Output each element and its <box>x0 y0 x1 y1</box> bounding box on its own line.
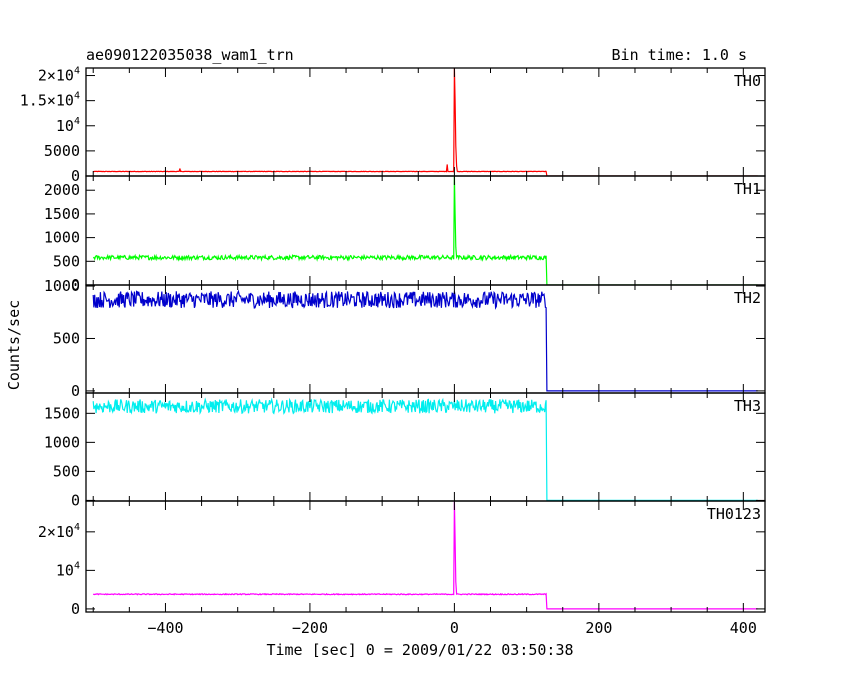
y-axis-label: Counts/sec <box>5 300 23 390</box>
y-tick-label: 5000 <box>44 142 80 160</box>
y-tick-label: 500 <box>53 252 80 270</box>
y-tick-label: 2×104 <box>38 522 80 541</box>
y-tick-label: 0 <box>71 491 80 509</box>
x-axis-label: Time [sec] 0 = 2009/01/22 03:50:38 <box>266 641 573 659</box>
y-tick-label: 1000 <box>44 229 80 247</box>
panel-th2: 0 500 1000 TH2 <box>44 277 766 400</box>
y-tick-label: 2×104 <box>38 66 80 85</box>
series-line-th1 <box>93 176 758 285</box>
x-tick-label: 400 <box>730 619 757 637</box>
y-tick-label: 500 <box>53 329 80 347</box>
y-tick-label: 0 <box>71 600 80 618</box>
x-tick-label: 200 <box>585 619 612 637</box>
series-line-th2 <box>92 289 758 392</box>
series-line-th0 <box>93 68 758 176</box>
y-tick-label: 104 <box>56 116 80 135</box>
panel-frame <box>85 67 766 177</box>
panel-th0123: 0 104 2×104 TH0123 <box>38 500 766 618</box>
panel-label-th3: TH3 <box>734 397 761 415</box>
y-tick-label: 104 <box>56 560 80 579</box>
y-tick-label: 500 <box>53 462 80 480</box>
x-tick-label: −400 <box>147 619 183 637</box>
panel-th3: 0 500 1000 1500 TH3 <box>44 392 766 509</box>
y-tick-label: 0 <box>71 382 80 400</box>
y-tick-label: 2000 <box>44 181 80 199</box>
y-tick-label: 0 <box>71 167 80 185</box>
x-tick-label: −200 <box>292 619 328 637</box>
y-tick-label: 0 <box>71 276 80 294</box>
panel-th1: 0 500 1000 1500 2000 TH1 <box>44 175 766 294</box>
y-tick-label: 1500 <box>44 205 80 223</box>
panel-label-th0123: TH0123 <box>707 505 761 523</box>
y-tick-label: 1500 <box>44 404 80 422</box>
plot-title: ae090122035038_wam1_trn <box>86 46 294 64</box>
panel-th0: 0 5000 104 1.5×104 2×104 TH0 <box>20 66 766 185</box>
y-tick-label: 1.5×104 <box>20 91 80 110</box>
y-tick-label: 1000 <box>44 277 80 295</box>
panel-label-th2: TH2 <box>734 289 761 307</box>
panel-label-th1: TH1 <box>734 180 761 198</box>
panel-label-th0: TH0 <box>734 72 761 90</box>
bin-time-label: Bin time: 1.0 s <box>612 46 747 64</box>
y-tick-label: 1000 <box>44 433 80 451</box>
series-line-th3 <box>92 397 758 501</box>
panel-frame <box>85 175 766 286</box>
x-tick-label: 0 <box>450 619 459 637</box>
series-line-th0123 <box>92 501 758 610</box>
panel-frame <box>85 500 766 613</box>
